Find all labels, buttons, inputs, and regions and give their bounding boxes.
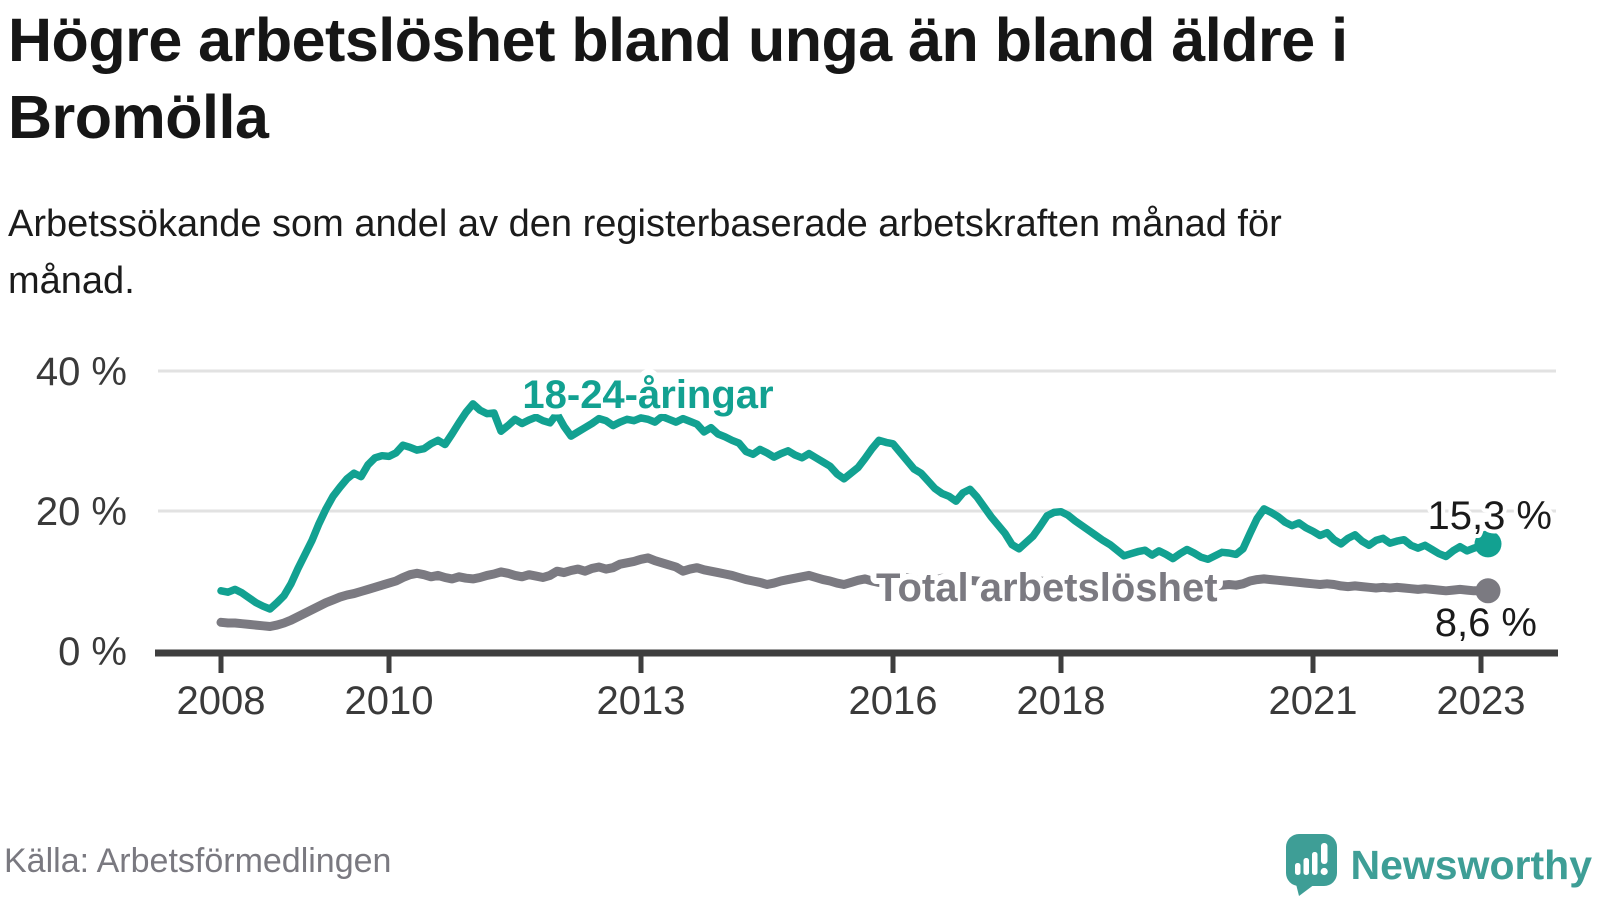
source-note: Källa: Arbetsförmedlingen (4, 842, 392, 880)
y-tick-label: 0 % (58, 630, 127, 674)
series-label-total: Total arbetslöshet (876, 566, 1218, 610)
end-value-label-youth: 15,3 % (1427, 494, 1552, 538)
series-line-youth (217, 400, 1492, 613)
series-end-dot-total (1475, 578, 1501, 604)
series-line-total (216, 553, 1493, 631)
x-tick-label: 2018 (1017, 679, 1106, 723)
x-tick-label: 2013 (597, 679, 686, 723)
newsworthy-logo: Newsworthy (1285, 834, 1593, 896)
y-tick-label: 40 % (36, 350, 127, 394)
newsworthy-logo-icon (1285, 834, 1339, 896)
x-tick-label: 2008 (177, 679, 266, 723)
end-value-label-total: 8,6 % (1435, 601, 1537, 645)
x-tick-label: 2021 (1269, 679, 1358, 723)
series-label-youth: 18-24-åringar (522, 373, 773, 417)
bar-chart-icon (1294, 843, 1328, 876)
x-tick-label: 2010 (345, 679, 434, 723)
speech-bubble-tail (1294, 880, 1315, 896)
x-tick-label: 2023 (1437, 679, 1526, 723)
series-end-dot-youth (1474, 530, 1502, 558)
x-tick-label: 2016 (849, 679, 938, 723)
newsworthy-brand-text: Newsworthy (1350, 841, 1593, 888)
chart-subtitle: Arbetssökande som andel av den registerb… (8, 203, 1282, 302)
chart-title: Högre arbetslöshet bland unga än bland ä… (8, 6, 1348, 151)
y-tick-label: 20 % (36, 490, 127, 534)
